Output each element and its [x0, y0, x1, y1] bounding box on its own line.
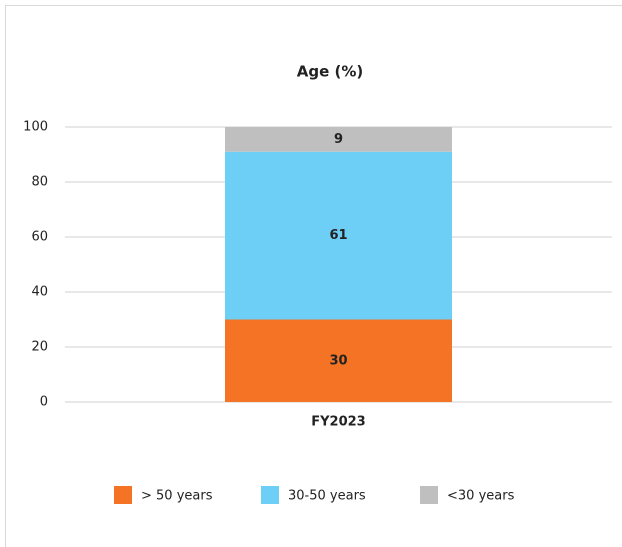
- y-tick-label: 20: [31, 340, 48, 355]
- y-tick-label: 100: [23, 120, 48, 135]
- legend-swatch: [420, 486, 438, 504]
- y-tick-label: 40: [31, 285, 48, 300]
- x-tick-label: FY2023: [311, 415, 365, 430]
- y-tick-label: 60: [31, 230, 48, 245]
- bar-segment: [225, 319, 452, 402]
- legend-swatch: [114, 486, 132, 504]
- y-tick-label: 0: [40, 395, 48, 410]
- chart-title: Age (%): [297, 63, 363, 81]
- data-label: 30: [329, 353, 347, 368]
- bar-segment: [225, 127, 452, 152]
- y-tick-label: 80: [31, 175, 48, 190]
- legend-label: > 50 years: [141, 489, 213, 504]
- bar-segment: [225, 151, 452, 320]
- legend-label: 30-50 years: [288, 489, 366, 504]
- legend-swatch: [261, 486, 279, 504]
- chart-border: [5, 5, 622, 547]
- legend-label: <30 years: [447, 489, 515, 504]
- data-label: 9: [334, 132, 343, 147]
- data-label: 61: [329, 228, 347, 243]
